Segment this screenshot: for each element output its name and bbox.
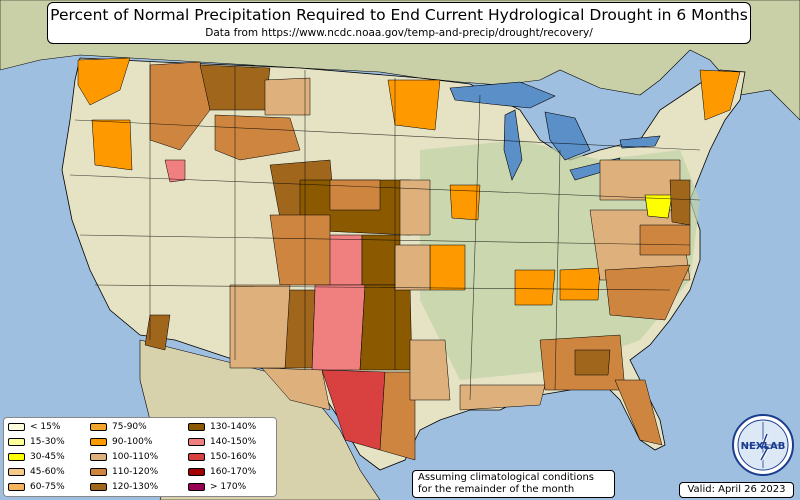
lake-michigan: [503, 109, 523, 181]
drought-regions: [77, 57, 741, 461]
legend-swatch: [188, 467, 205, 476]
legend-item: 15-30%: [8, 436, 65, 448]
legend-swatch: [8, 422, 25, 431]
legend-label: 60-75%: [30, 482, 65, 492]
legend-label: 140-150%: [210, 437, 257, 447]
legend-label: 45-60%: [30, 467, 65, 477]
legend-item: 160-170%: [188, 466, 256, 478]
legend-label: 150-160%: [210, 452, 257, 462]
legend-item: 110-120%: [90, 466, 158, 478]
title-box: Percent of Normal Precipitation Required…: [47, 2, 751, 44]
lake-huron: [544, 111, 591, 161]
legend-swatch: [8, 467, 25, 476]
legend-label: 160-170%: [210, 467, 257, 477]
legend-label: < 15%: [30, 422, 61, 432]
legend-item: 75-90%: [90, 421, 147, 433]
legend-swatch: [90, 437, 107, 446]
legend-swatch: [188, 422, 205, 431]
lake-superior: [449, 81, 556, 109]
legend-label: 100-110%: [112, 452, 159, 462]
legend-swatch: [90, 482, 107, 491]
legend-item: 130-140%: [188, 421, 256, 433]
note-line-2: for the remainder of the month: [418, 484, 575, 495]
legend: < 15% 15-30% 30-45% 45-60% 60-75% 75-90% 90-10…: [3, 417, 277, 497]
map-subtitle: Data from https://www.ncdc.noaa.gov/temp…: [205, 27, 593, 39]
legend-swatch: [90, 452, 107, 461]
legend-item: 100-110%: [90, 451, 158, 463]
legend-swatch: [8, 437, 25, 446]
legend-label: 120-130%: [112, 482, 159, 492]
legend-swatch: [8, 452, 25, 461]
lake-ontario: [619, 135, 661, 149]
legend-label: 110-120%: [112, 467, 159, 477]
legend-swatch: [90, 422, 107, 431]
map-title: Percent of Normal Precipitation Required…: [50, 6, 748, 24]
legend-swatch: [188, 437, 205, 446]
legend-label: 90-100%: [112, 437, 153, 447]
legend-label: 15-30%: [30, 437, 65, 447]
nexlab-logo: NEXLAB: [732, 414, 794, 476]
legend-item: 60-75%: [8, 481, 65, 493]
logo-text: NEXLAB: [741, 441, 786, 452]
legend-item: > 170%: [188, 481, 246, 493]
legend-label: 75-90%: [112, 422, 147, 432]
note-line-1: Assuming climatological conditions: [418, 472, 594, 483]
legend-swatch: [188, 482, 205, 491]
legend-item: 150-160%: [188, 451, 256, 463]
legend-item: 120-130%: [90, 481, 158, 493]
legend-item: 140-150%: [188, 436, 256, 448]
legend-item: 45-60%: [8, 466, 65, 478]
legend-swatch: [8, 482, 25, 491]
state-borders: [69, 62, 701, 401]
legend-item: 90-100%: [90, 436, 152, 448]
valid-date: Valid: April 26 2023: [679, 482, 794, 498]
legend-label: 30-45%: [30, 452, 65, 462]
legend-item: < 15%: [8, 421, 60, 433]
legend-swatch: [188, 452, 205, 461]
legend-label: > 170%: [210, 482, 247, 492]
legend-item: 30-45%: [8, 451, 65, 463]
climatology-note: Assuming climatological conditions for t…: [412, 470, 615, 498]
legend-swatch: [90, 467, 107, 476]
legend-label: 130-140%: [210, 422, 257, 432]
